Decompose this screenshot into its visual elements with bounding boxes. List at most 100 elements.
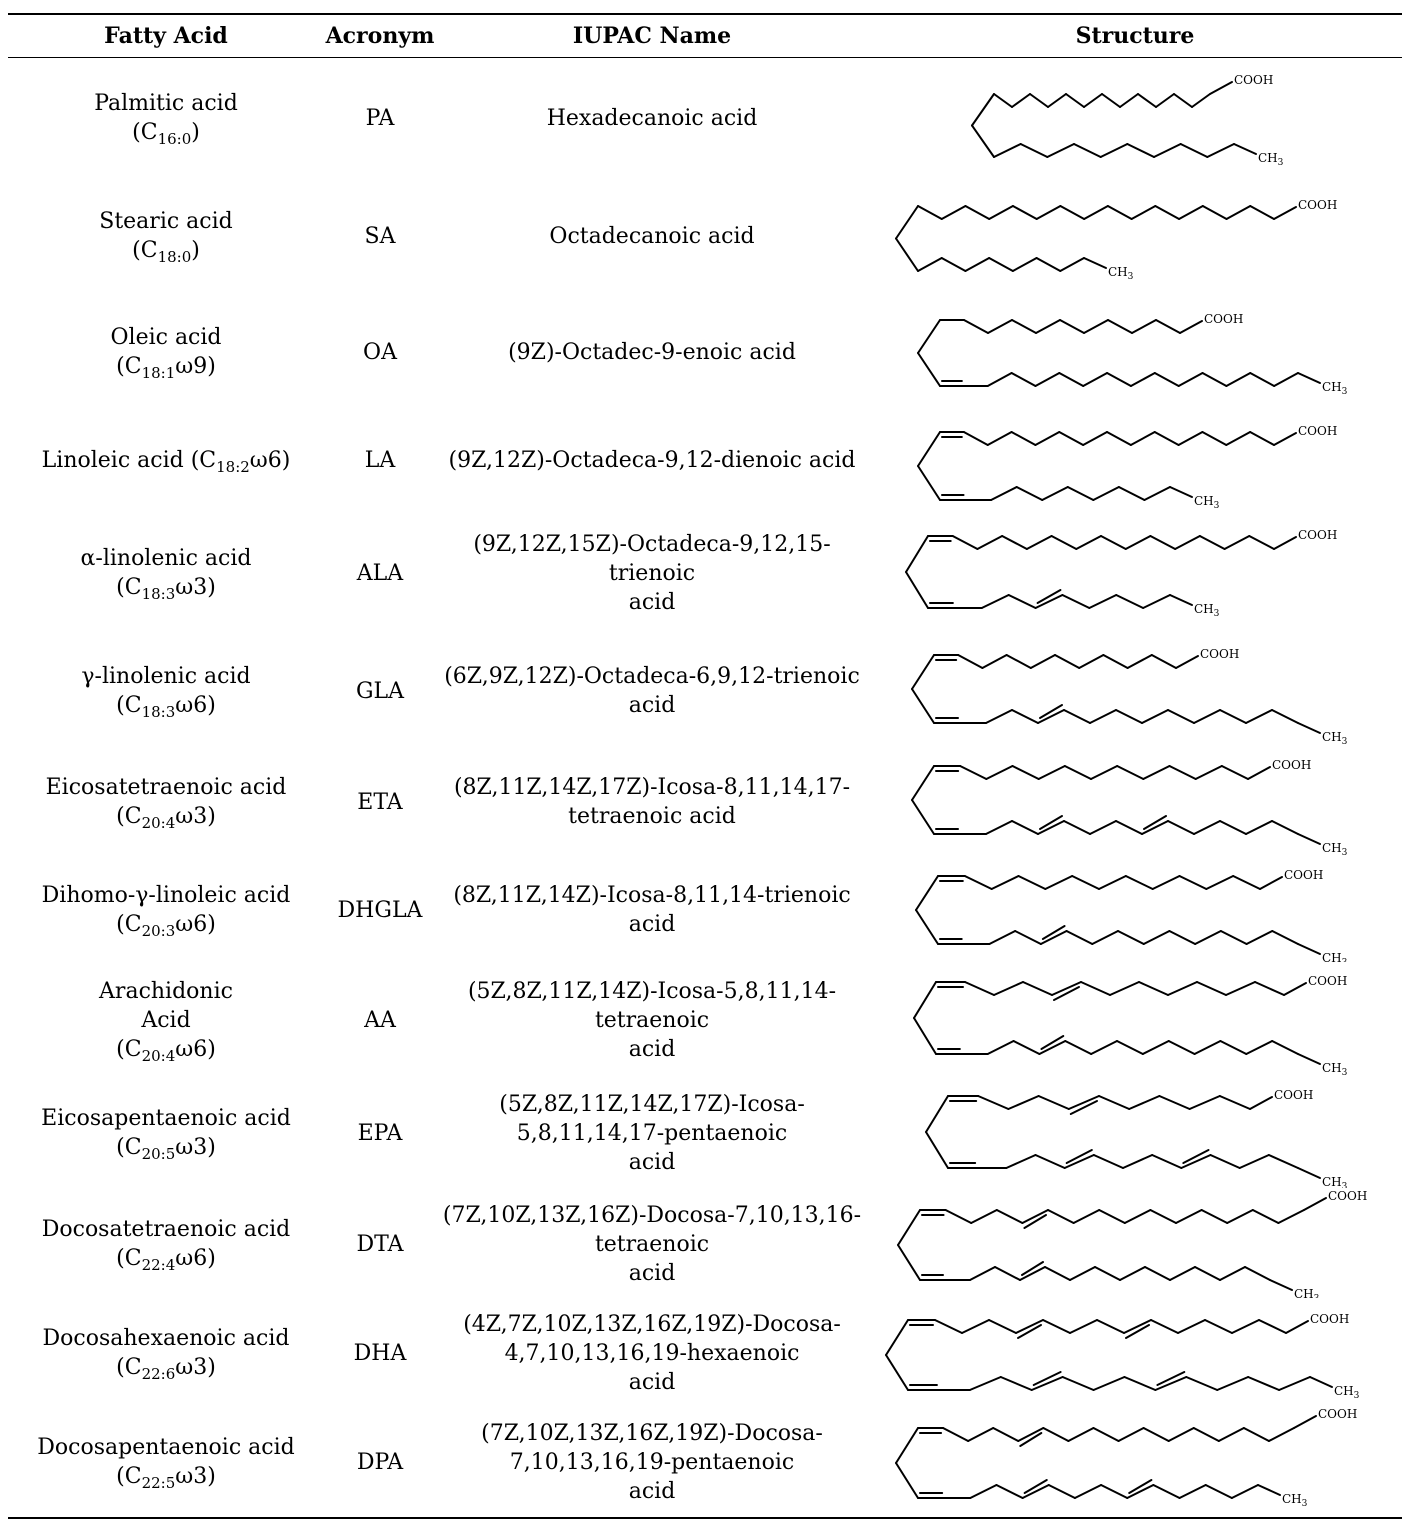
top-chain-bond	[1126, 654, 1153, 669]
iupac-name-line: (5Z,8Z,11Z,14Z,17Z)-Icosa-	[499, 1091, 805, 1117]
iupac-name-line: (8Z,11Z,14Z)-Icosa-8,11,14-trienoic	[453, 883, 851, 908]
top-chain-bond	[1059, 205, 1086, 220]
chain-bend-bond	[895, 1427, 919, 1464]
bottom-chain-bond	[994, 1266, 1021, 1281]
top-chain-bond	[1063, 765, 1092, 780]
bottom-chain-bond	[1194, 1266, 1221, 1281]
top-chain-bond	[1150, 654, 1177, 669]
iupac-name-line: acid	[628, 693, 676, 718]
top-chain-bond	[1119, 93, 1139, 108]
formula-prefix: (C	[116, 1246, 142, 1271]
fatty-acid-name-line: Docosahexaenoic acid	[42, 1326, 290, 1351]
bottom-chain-bond	[1153, 372, 1180, 387]
bottom-chain-bond	[999, 1376, 1033, 1391]
top-chain-bond	[1131, 319, 1157, 334]
iupac-name-cell: Hexadecanoic acid	[442, 62, 862, 174]
formula-suffix: ω6)	[175, 693, 216, 718]
ch3-bond	[1169, 486, 1193, 498]
chain-bend-bond	[917, 465, 941, 501]
bottom-chain-bond	[1099, 143, 1129, 158]
bottom-chain-bond	[1142, 594, 1171, 609]
bottom-chain-bond	[1216, 1376, 1250, 1391]
top-chain-bond	[1010, 431, 1037, 446]
top-chain-bond	[976, 535, 1004, 550]
bottom-chain-bond	[1063, 1154, 1095, 1169]
top-chain-bond	[1138, 981, 1169, 996]
cooh-bond	[1285, 1320, 1309, 1334]
top-double-bond	[1053, 986, 1080, 1001]
ch3-subscript: 3	[1128, 272, 1134, 282]
ch3-bond	[1169, 594, 1193, 606]
ch3-group-label: CH3	[1294, 1287, 1320, 1298]
bottom-chain-bond	[1219, 820, 1247, 835]
acronym-cell: SA	[364, 223, 396, 249]
top-chain-bond	[1044, 875, 1074, 890]
formula-prefix: (C	[116, 1135, 142, 1160]
formula-suffix: ω6)	[175, 1036, 216, 1062]
bottom-chain-bond	[1041, 486, 1069, 501]
bottom-chain-bond	[1245, 930, 1274, 945]
top-chain-bond	[1083, 205, 1109, 220]
top-chain-bond	[1149, 1209, 1177, 1224]
chain-bend-bond	[913, 981, 937, 1019]
bottom-chain-bond	[1206, 143, 1235, 158]
top-chain-bond	[1005, 654, 1032, 669]
bottom-chain-bond	[1167, 709, 1195, 724]
fatty-acid-name-line: Dihomo-γ-linoleic acid	[41, 883, 291, 908]
formula-subscript: 18:0	[157, 248, 192, 266]
top-chain-bond	[1167, 981, 1198, 996]
bottom-chain-bond	[1219, 1266, 1246, 1281]
top-chain-bond	[967, 1427, 995, 1442]
bottom-chain-bond	[1168, 930, 1197, 945]
bottom-chain-bond	[1092, 1376, 1126, 1391]
bottom-double-bond	[1143, 815, 1167, 830]
ch3-group-label: CH3	[1322, 841, 1348, 856]
top-chain-bond	[1155, 93, 1175, 108]
top-chain-bond	[962, 431, 989, 446]
top-chain-bond	[1123, 1209, 1152, 1224]
acronym-cell: ALA	[356, 560, 404, 586]
skeletal-structure-diagram: COOH CH3	[911, 647, 1348, 745]
bottom-chain-bond	[1180, 1154, 1212, 1169]
chain-bend-bond	[913, 1017, 937, 1055]
bottom-chain-bond	[1064, 1040, 1093, 1055]
ch3-bond	[1083, 257, 1107, 269]
top-chain-bond	[1178, 205, 1204, 220]
iupac-name-line: Octadecanoic acid	[549, 223, 755, 249]
top-chain-bond	[1109, 981, 1140, 996]
ch3-group-label: CH3	[1194, 494, 1220, 510]
fatty-acid-name-line: Acid	[141, 1007, 191, 1033]
bottom-chain-bond	[1037, 820, 1065, 835]
top-chain-bond	[1242, 1427, 1270, 1442]
iupac-name-line: tetraenoic	[594, 1231, 710, 1257]
fatty-acid-formula: (C20:3ω6)	[116, 910, 216, 939]
top-chain-bond	[957, 654, 984, 669]
bottom-chain-bond	[969, 1484, 998, 1499]
iupac-name-line: 4,7,10,13,16,19-hexaenoic	[504, 1340, 800, 1366]
skeletal-structure-diagram: COOH CH3	[917, 424, 1337, 510]
ch3-group-label: CH3	[1194, 602, 1220, 619]
top-chain-bond	[1204, 1319, 1233, 1334]
top-chain-bond	[1267, 1427, 1295, 1442]
ch3-subscript: 3	[1314, 1294, 1320, 1298]
bottom-chain-bond	[1069, 1266, 1096, 1281]
cooh-bond	[1293, 1415, 1317, 1429]
top-chain-bond	[1258, 1319, 1287, 1334]
bottom-chain-bond	[1059, 257, 1085, 272]
ch3-subscript: 3	[1278, 158, 1284, 168]
iupac-name-line: acid	[628, 1260, 676, 1286]
formula-prefix: (C	[116, 1464, 142, 1489]
cooh-bond	[1259, 876, 1283, 890]
acronym-cell: DTA	[356, 1231, 404, 1257]
formula-subscript: 20:4	[141, 1046, 176, 1065]
table-header-rule	[8, 57, 1402, 58]
fatty-acid-formula: (C20:4ω6)	[116, 1035, 216, 1064]
fatty-acid-name-line: Arachidonic	[99, 978, 233, 1004]
fatty-acid-formula: (C18:1ω9)	[116, 352, 216, 381]
acronym-cell: GLA	[355, 678, 405, 704]
iupac-name-line: acid	[628, 589, 676, 615]
bottom-chain-bond	[1144, 1266, 1171, 1281]
top-chain-bond	[1054, 654, 1081, 669]
cooh-group-label: COOH	[1284, 868, 1323, 882]
bottom-chain-bond	[1204, 1484, 1233, 1499]
